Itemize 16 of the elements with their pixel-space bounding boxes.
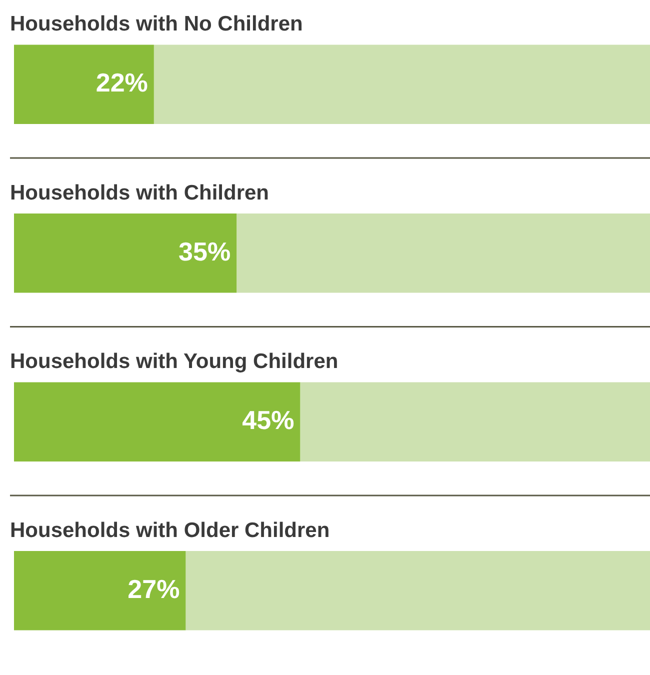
bar [14,550,186,630]
bar [300,382,650,462]
data-label: 35% [178,236,231,266]
bar [14,44,154,124]
y-tick-label: Households with No Children [10,12,303,36]
y-tick-label: Households with Older Children [10,518,330,542]
data-label: 27% [128,574,180,604]
data-label: 22% [96,68,148,98]
bar [186,550,650,630]
bar [236,213,650,293]
bar [14,213,237,293]
bar [154,44,650,124]
bar [14,382,300,462]
y-tick-label: Households with Children [10,181,270,204]
y-tick-label: Households with Young Children [10,350,338,374]
data-label: 45% [242,405,294,436]
